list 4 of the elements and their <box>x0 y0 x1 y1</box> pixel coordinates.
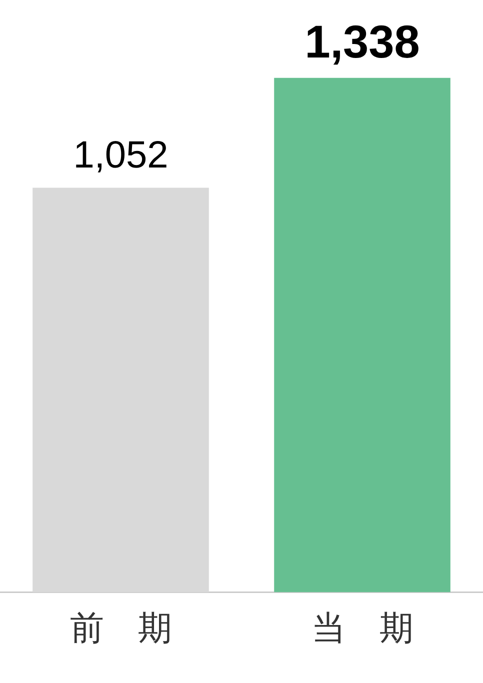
data-label: 1,052 <box>73 134 168 176</box>
data-label: 1,338 <box>304 16 420 68</box>
x-tick-label: 前 期 <box>70 608 172 648</box>
x-tick-label: 当 期 <box>311 608 414 648</box>
